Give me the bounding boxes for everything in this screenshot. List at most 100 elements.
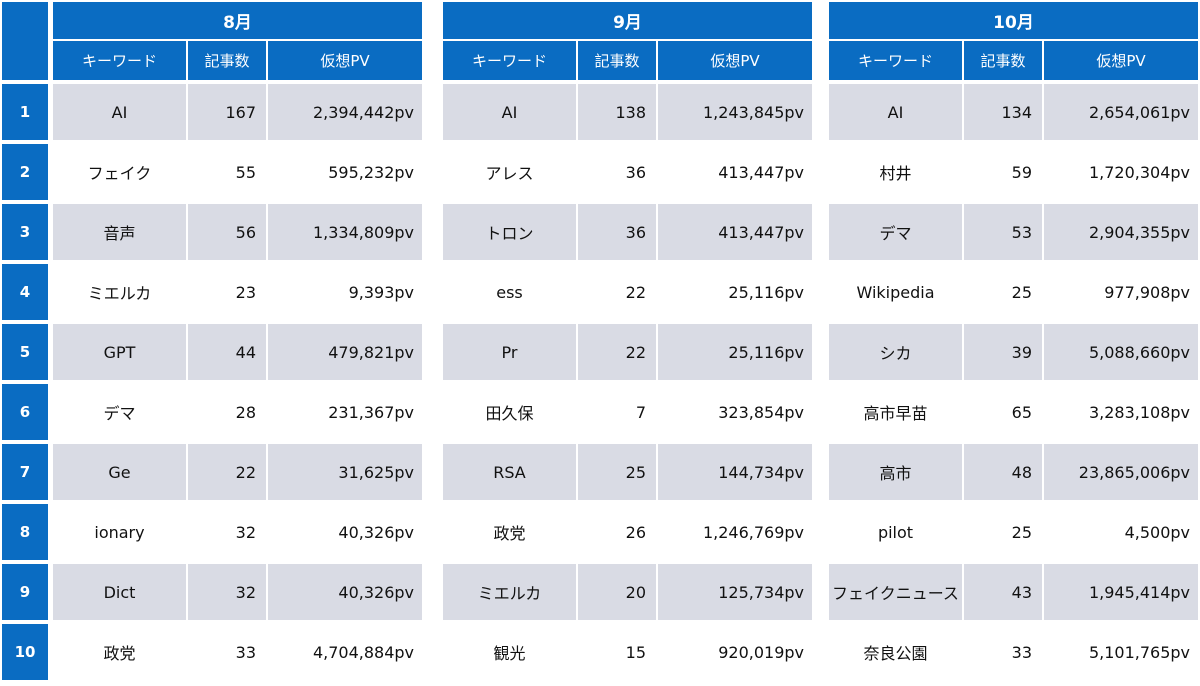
pv-cell: 977,908pv <box>1104 282 1190 302</box>
pv-cell: 595,232pv <box>328 162 414 182</box>
rank-header-blank <box>2 2 48 80</box>
pv-cell: 2,904,355pv <box>1044 204 1198 260</box>
month-title: 10月 <box>829 2 1198 39</box>
pv-cell: 1,720,304pv <box>1088 162 1190 182</box>
rank-cell: 3 <box>2 204 48 260</box>
count-cell: 23 <box>235 282 256 302</box>
count-cell: 25 <box>578 444 656 500</box>
count-header: 記事数 <box>188 41 266 80</box>
table-row: pilot 25 4,500pv <box>829 504 1198 560</box>
count-cell: 39 <box>964 324 1042 380</box>
count-cell: 53 <box>964 204 1042 260</box>
column-header-row: キーワード 記事数 仮想PV <box>443 41 812 80</box>
table-row: Wikipedia 25 977,908pv <box>829 264 1198 320</box>
rank-cell: 9 <box>2 564 48 620</box>
keyword-cell: AI <box>829 84 962 140</box>
keyword-cell: トロン <box>443 204 576 260</box>
keyword-cell: デマ <box>103 404 136 423</box>
keyword-cell: シカ <box>829 324 962 380</box>
keyword-header: キーワード <box>53 41 186 80</box>
count-cell: 65 <box>1011 402 1032 422</box>
count-cell: 32 <box>235 522 256 542</box>
pv-cell: 9,393pv <box>348 282 414 302</box>
pv-cell: 4,500pv <box>1124 522 1190 542</box>
rank-cell: 7 <box>2 444 48 500</box>
pv-cell: 323,854pv <box>718 402 804 422</box>
pv-cell: 25,116pv <box>728 282 804 302</box>
rank-cell: 4 <box>2 264 48 320</box>
count-cell: 59 <box>1011 162 1032 182</box>
count-cell: 22 <box>578 324 656 380</box>
column-header-row: キーワード 記事数 仮想PV <box>829 41 1198 80</box>
keyword-cell: デマ <box>829 204 962 260</box>
keyword-cell: 高市 <box>829 444 962 500</box>
table-row: Ge 22 31,625pv <box>53 444 422 500</box>
keyword-cell: 田久保 <box>485 404 534 423</box>
keyword-cell: ionary <box>94 522 145 542</box>
pv-header: 仮想PV <box>658 41 812 80</box>
pv-cell: 479,821pv <box>268 324 422 380</box>
keyword-cell: Dict <box>53 564 186 620</box>
pv-cell: 231,367pv <box>328 402 414 422</box>
keyword-cell: ess <box>496 282 523 302</box>
keyword-header: キーワード <box>829 41 962 80</box>
count-cell: 22 <box>188 444 266 500</box>
count-cell: 33 <box>1011 642 1032 662</box>
table-row: ionary 32 40,326pv <box>53 504 422 560</box>
keyword-cell: AI <box>53 84 186 140</box>
count-cell: 56 <box>188 204 266 260</box>
table-row: AI 167 2,394,442pv <box>53 84 422 140</box>
table-row: フェイク 55 595,232pv <box>53 144 422 200</box>
keyword-cell: pilot <box>877 522 914 542</box>
table-row: シカ 39 5,088,660pv <box>829 324 1198 380</box>
table-row: 音声 56 1,334,809pv <box>53 204 422 260</box>
table-row: トロン 36 413,447pv <box>443 204 812 260</box>
pv-cell: 413,447pv <box>658 204 812 260</box>
rank-cell: 2 <box>2 144 48 200</box>
pv-cell: 40,326pv <box>338 522 414 542</box>
keyword-cell: Pr <box>443 324 576 380</box>
month-table: 10月 キーワード 記事数 仮想PV AI 134 2,654,061pv 村井 59 1,720… <box>829 2 1198 680</box>
table-row: 政党 26 1,246,769pv <box>443 504 812 560</box>
pv-header: 仮想PV <box>1044 41 1198 80</box>
keyword-cell: 政党 <box>103 644 136 663</box>
table-row: 村井 59 1,720,304pv <box>829 144 1198 200</box>
rank-column: 1 2 3 4 5 6 7 8 9 10 <box>2 2 48 680</box>
count-cell: 138 <box>578 84 656 140</box>
pv-cell: 144,734pv <box>658 444 812 500</box>
keyword-cell: アレス <box>485 164 534 183</box>
month-title: 8月 <box>53 2 422 39</box>
column-header-row: キーワード 記事数 仮想PV <box>53 41 422 80</box>
table-row: ess 22 25,116pv <box>443 264 812 320</box>
table-row: 田久保 7 323,854pv <box>443 384 812 440</box>
table-row: ミエルカ 23 9,393pv <box>53 264 422 320</box>
pv-cell: 5,088,660pv <box>1044 324 1198 380</box>
keyword-cell: フェイク <box>87 164 152 183</box>
keyword-cell: ミエルカ <box>87 284 152 303</box>
table-row: アレス 36 413,447pv <box>443 144 812 200</box>
count-cell: 36 <box>578 204 656 260</box>
pv-cell: 1,246,769pv <box>702 522 804 542</box>
count-cell: 55 <box>235 162 256 182</box>
table-row: Pr 22 25,116pv <box>443 324 812 380</box>
pv-cell: 920,019pv <box>718 642 804 662</box>
month-table: 8月 キーワード 記事数 仮想PV AI 167 2,394,442pv フェイク 55 595,… <box>53 2 422 680</box>
count-cell: 25 <box>1011 522 1032 542</box>
table-row: 高市早苗 65 3,283,108pv <box>829 384 1198 440</box>
rank-cell: 8 <box>2 504 48 560</box>
rank-cell: 5 <box>2 324 48 380</box>
keyword-header: キーワード <box>443 41 576 80</box>
table-row: 奈良公園 33 5,101,765pv <box>829 624 1198 680</box>
pv-header: 仮想PV <box>268 41 422 80</box>
pv-cell: 125,734pv <box>658 564 812 620</box>
keyword-cell: 村井 <box>879 164 912 183</box>
keyword-cell: ミエルカ <box>443 564 576 620</box>
table-row: RSA 25 144,734pv <box>443 444 812 500</box>
table-row: AI 134 2,654,061pv <box>829 84 1198 140</box>
pv-cell: 31,625pv <box>268 444 422 500</box>
table-row: ミエルカ 20 125,734pv <box>443 564 812 620</box>
rank-cell: 10 <box>2 624 48 680</box>
pv-cell: 1,945,414pv <box>1044 564 1198 620</box>
count-header: 記事数 <box>578 41 656 80</box>
table-row: デマ 28 231,367pv <box>53 384 422 440</box>
